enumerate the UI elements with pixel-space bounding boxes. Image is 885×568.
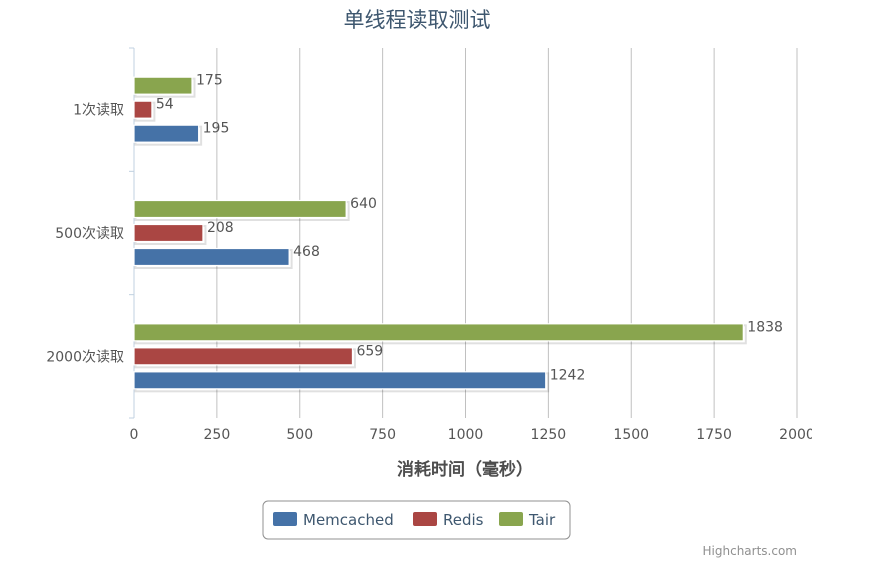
data-label: 640 bbox=[350, 196, 377, 212]
y-tick-label: 2000次读取 bbox=[46, 348, 124, 365]
grid-lines bbox=[216, 48, 798, 418]
y-tick-label: 500次读取 bbox=[55, 225, 124, 242]
data-labels: 175 54 195 640 208 468 1838 659 1242 bbox=[156, 73, 783, 384]
data-label: 208 bbox=[207, 220, 234, 236]
bar-tair bbox=[133, 323, 744, 342]
x-tick-label: 2000 bbox=[779, 427, 815, 443]
x-tick-label: 1750 bbox=[696, 427, 732, 443]
bar-tair bbox=[133, 76, 193, 95]
legend-swatch bbox=[273, 512, 297, 526]
bar-memcached bbox=[133, 247, 290, 267]
x-tick-label: 0 bbox=[130, 427, 139, 443]
x-tick-labels: 0 250 500 750 1000 1250 1500 1750 2000 bbox=[130, 427, 815, 443]
x-tick-label: 500 bbox=[286, 427, 313, 443]
x-tick-label: 750 bbox=[369, 427, 396, 443]
data-label: 195 bbox=[203, 121, 230, 137]
credits-link[interactable]: Highcharts.com bbox=[703, 544, 797, 558]
bar-redis bbox=[133, 347, 354, 366]
bar-memcached bbox=[133, 124, 200, 143]
x-axis-title: 消耗时间（毫秒） bbox=[397, 459, 533, 480]
bar-redis bbox=[133, 100, 153, 119]
data-label: 1838 bbox=[747, 319, 783, 335]
bar-tair bbox=[133, 199, 347, 219]
data-label: 659 bbox=[356, 343, 383, 359]
x-tick-label: 1000 bbox=[448, 427, 484, 443]
bars bbox=[133, 76, 747, 393]
x-tick-label: 250 bbox=[204, 427, 231, 443]
legend-label: Memcached bbox=[303, 511, 394, 529]
legend-label: Tair bbox=[528, 511, 556, 529]
bar-redis bbox=[133, 223, 204, 243]
data-label: 468 bbox=[293, 244, 320, 260]
x-tick-label: 1500 bbox=[613, 427, 649, 443]
y-axis bbox=[129, 47, 135, 419]
legend: Memcached Redis Tair bbox=[262, 500, 571, 540]
y-tick-label: 1次读取 bbox=[73, 102, 124, 119]
data-label: 1242 bbox=[550, 367, 586, 383]
bar-memcached bbox=[133, 371, 547, 390]
legend-swatch bbox=[413, 512, 437, 526]
legend-swatch bbox=[499, 512, 523, 526]
data-label: 54 bbox=[156, 97, 174, 113]
x-tick-label: 1250 bbox=[531, 427, 567, 443]
legend-item-redis[interactable]: Redis bbox=[413, 511, 484, 529]
chart-title: 单线程读取测试 bbox=[344, 8, 491, 32]
legend-item-tair[interactable]: Tair bbox=[499, 511, 556, 529]
y-tick-labels: 1次读取 500次读取 2000次读取 bbox=[46, 102, 124, 366]
data-label: 175 bbox=[196, 73, 223, 89]
legend-label: Redis bbox=[443, 511, 484, 529]
legend-item-memcached[interactable]: Memcached bbox=[273, 511, 394, 529]
